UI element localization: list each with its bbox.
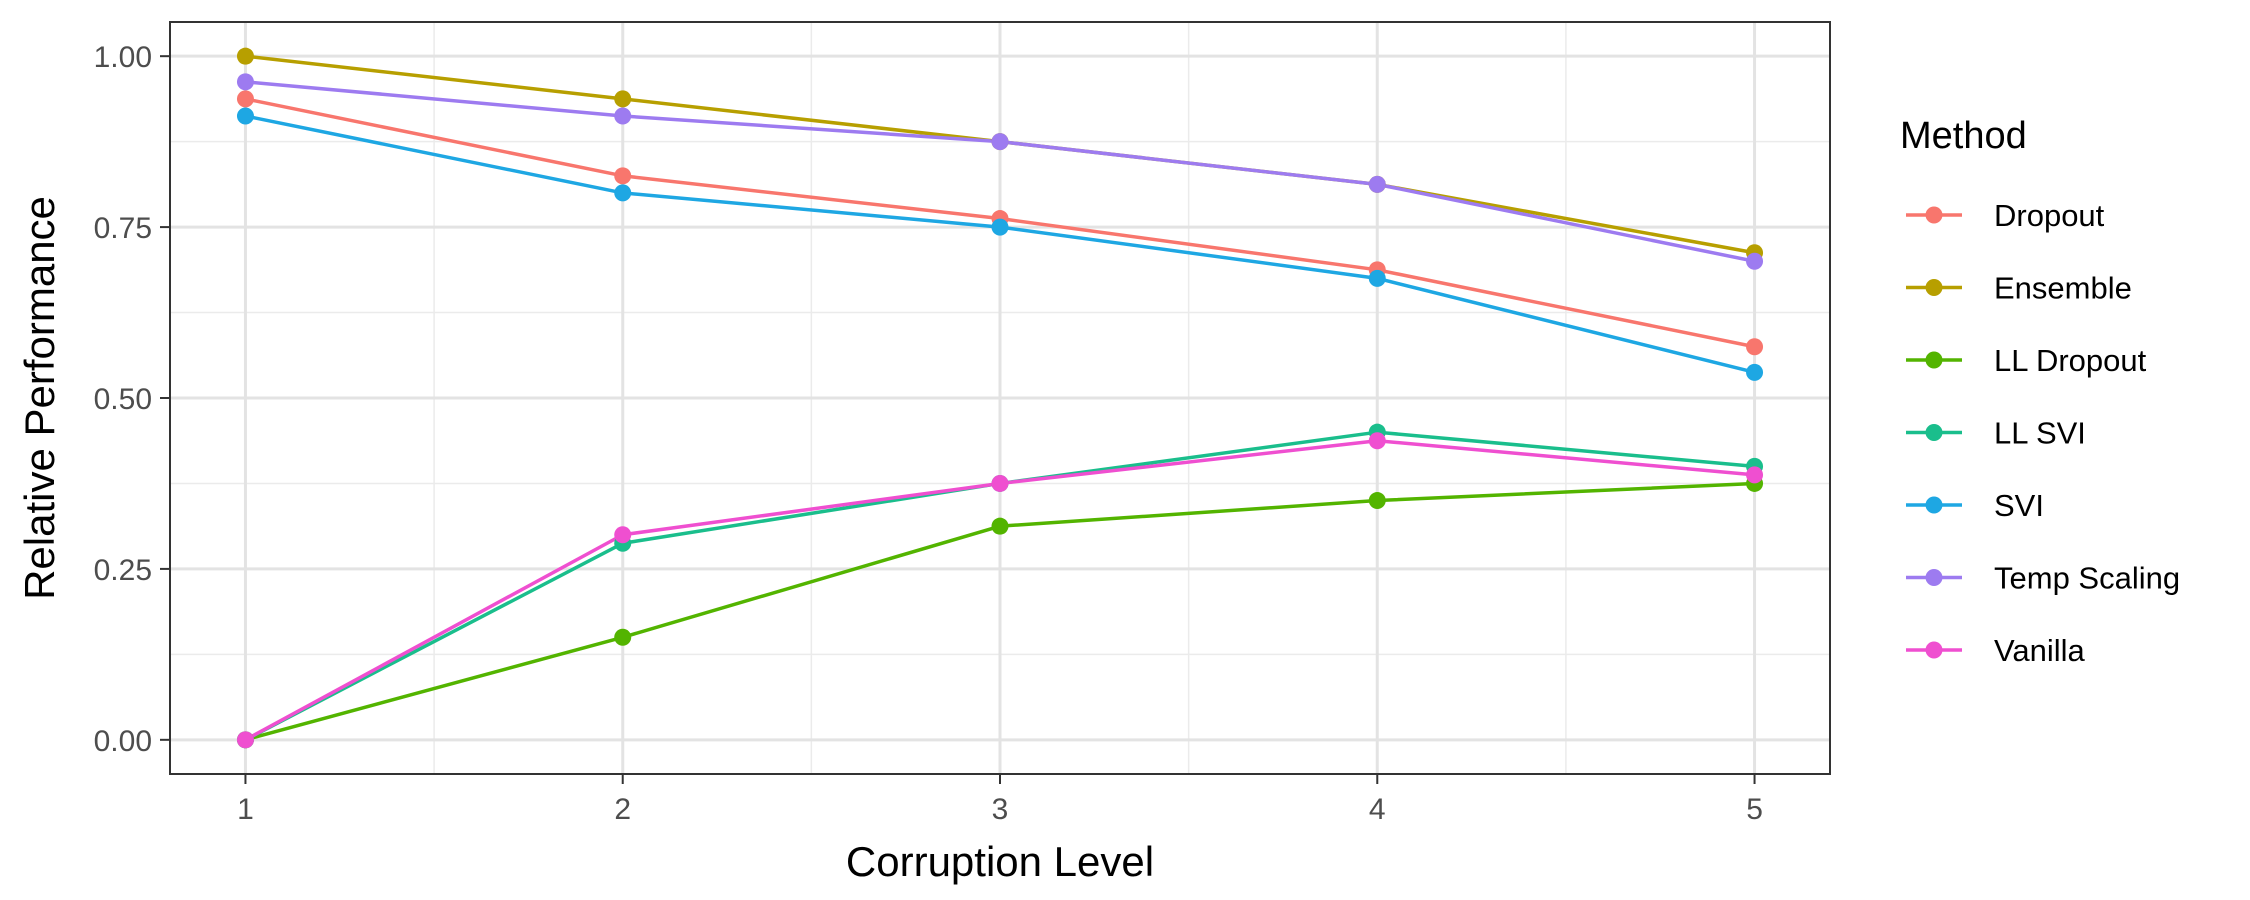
data-point-svi bbox=[1746, 363, 1764, 381]
x-tick-label: 2 bbox=[614, 793, 631, 826]
x-tick-label: 1 bbox=[237, 793, 254, 826]
axis-ticks bbox=[160, 55, 1756, 784]
y-tick-label: 0.00 bbox=[94, 725, 152, 758]
y-tick-label: 0.25 bbox=[94, 554, 152, 587]
data-point-vanilla bbox=[236, 731, 254, 749]
legend-label: SVI bbox=[1994, 488, 2044, 523]
legend-item-vanilla: Vanilla bbox=[1906, 633, 2086, 668]
legend-label: Ensemble bbox=[1994, 271, 2132, 306]
y-axis-title: Relative Performance bbox=[16, 196, 63, 600]
legend-title: Method bbox=[1900, 115, 2027, 157]
x-tick-label: 3 bbox=[992, 793, 1009, 826]
legend-key-point bbox=[1925, 641, 1943, 659]
legend-key-point bbox=[1925, 279, 1943, 296]
data-point-ll-dropout bbox=[1368, 492, 1386, 510]
data-point-ll-dropout bbox=[991, 517, 1009, 535]
legend-key-point bbox=[1925, 206, 1943, 224]
data-point-dropout bbox=[614, 167, 632, 185]
legend-item-ll-svi: LL SVI bbox=[1906, 416, 2086, 451]
data-point-temp-scaling bbox=[1746, 252, 1764, 270]
data-point-vanilla bbox=[991, 474, 1009, 492]
legend-key-point bbox=[1925, 424, 1943, 441]
x-axis-title: Corruption Level bbox=[846, 838, 1154, 885]
x-tick-label: 5 bbox=[1746, 793, 1763, 826]
tick-labels: 1 2 3 4 5 0.00 0.25 0.50 0.75 1.00 bbox=[94, 41, 1763, 826]
legend-item-dropout: Dropout bbox=[1906, 198, 2105, 233]
y-tick-label: 0.75 bbox=[94, 212, 152, 245]
y-tick-label: 1.00 bbox=[94, 41, 152, 74]
data-point-vanilla bbox=[614, 526, 632, 544]
legend-label: Dropout bbox=[1994, 198, 2105, 233]
legend-key-point bbox=[1925, 569, 1943, 586]
x-tick-label: 4 bbox=[1369, 793, 1386, 826]
legend-key-point bbox=[1925, 496, 1943, 514]
data-point-temp-scaling bbox=[991, 133, 1009, 151]
data-point-temp-scaling bbox=[236, 73, 254, 91]
data-point-temp-scaling bbox=[614, 107, 632, 125]
legend-label: Temp Scaling bbox=[1994, 561, 2180, 596]
data-point-vanilla bbox=[1368, 432, 1386, 450]
legend-key-point bbox=[1925, 351, 1943, 369]
data-point-svi bbox=[614, 184, 632, 202]
data-point-dropout bbox=[236, 90, 254, 108]
data-point-svi bbox=[991, 218, 1009, 236]
legend-label: LL SVI bbox=[1994, 416, 2086, 451]
legend-label: LL Dropout bbox=[1994, 343, 2147, 378]
data-point-ll-dropout bbox=[614, 628, 632, 646]
data-point-svi bbox=[1368, 269, 1386, 287]
major-gridlines bbox=[170, 22, 1830, 774]
legend-item-ensemble: Ensemble bbox=[1906, 271, 2132, 306]
data-point-dropout bbox=[1746, 338, 1764, 356]
legend: Method Dropout Ensemble LL Dropout LL SVI SV… bbox=[1900, 115, 2180, 668]
data-point-ensemble bbox=[614, 90, 632, 108]
data-point-vanilla bbox=[1746, 466, 1764, 484]
legend-item-ll-dropout: LL Dropout bbox=[1906, 343, 2147, 378]
data-point-svi bbox=[236, 107, 254, 125]
series-points bbox=[236, 47, 1764, 749]
data-point-temp-scaling bbox=[1368, 175, 1386, 193]
legend-item-temp-scaling: Temp Scaling bbox=[1906, 561, 2180, 596]
data-point-ensemble bbox=[236, 47, 254, 65]
legend-label: Vanilla bbox=[1994, 633, 2086, 668]
legend-item-svi: SVI bbox=[1906, 488, 2044, 523]
y-tick-label: 0.50 bbox=[94, 383, 152, 416]
